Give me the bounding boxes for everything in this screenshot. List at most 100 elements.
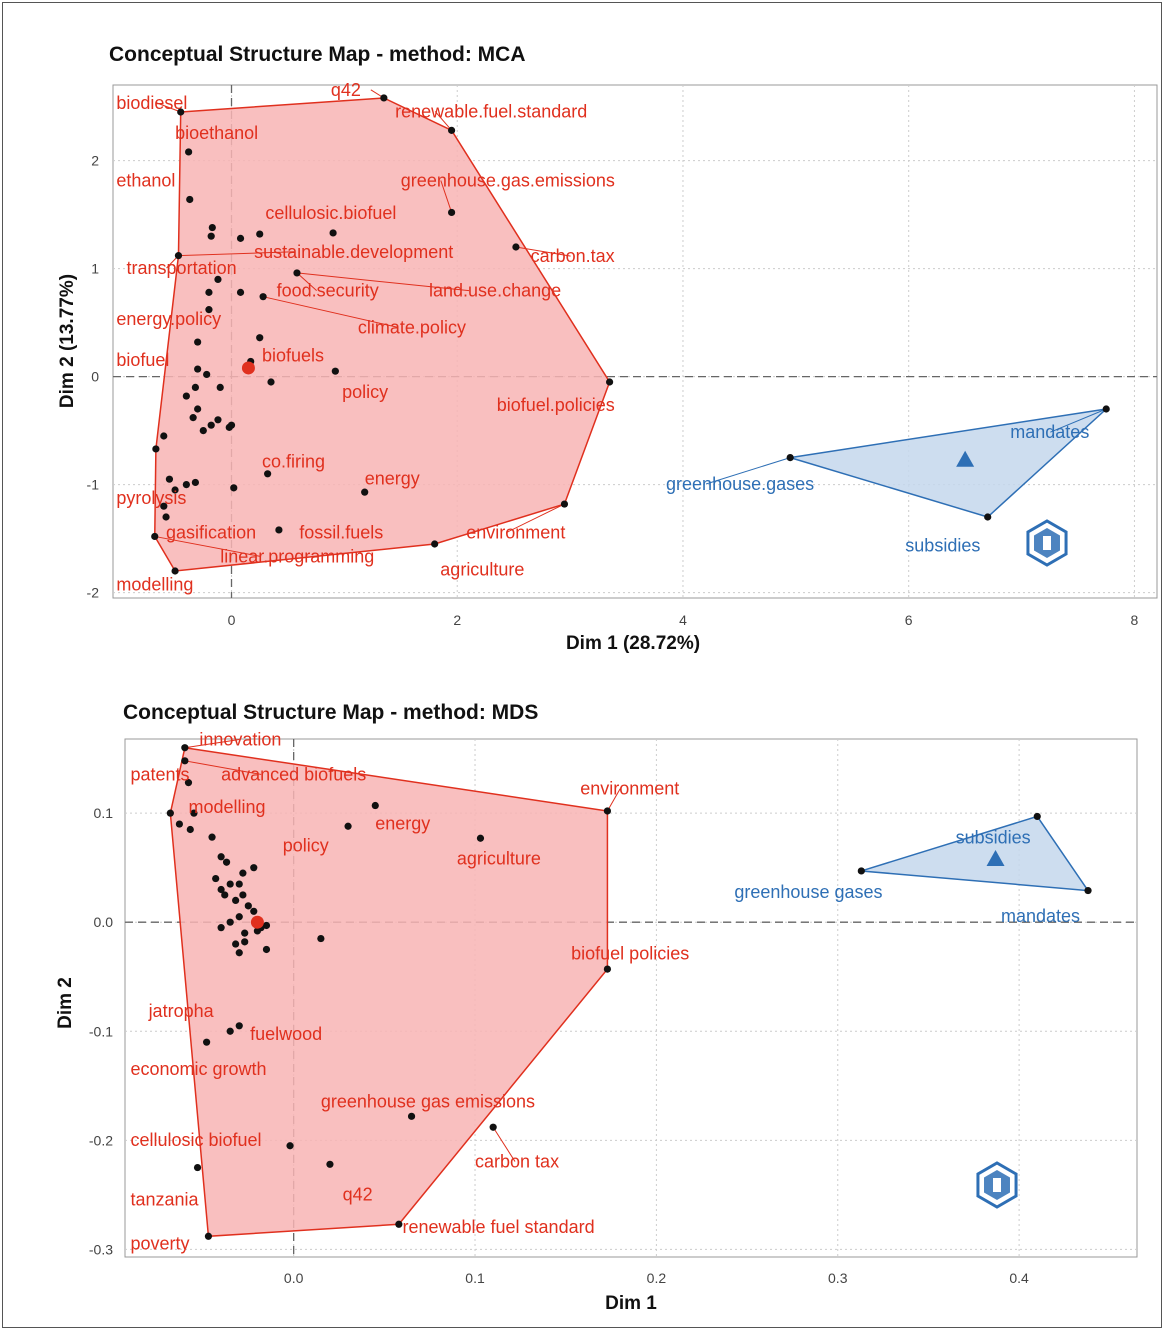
- mca-cluster-1-point: [214, 416, 222, 424]
- mca-cluster-1-point: [275, 526, 283, 534]
- mca-cluster-1-point: [171, 567, 179, 575]
- mds-cluster-2-point: [1084, 886, 1092, 895]
- mca-cluster-1-point: [174, 252, 183, 260]
- mca-cluster-1-point: [182, 481, 190, 489]
- mca-y-axis-label: Dim 2 (13.77%): [57, 274, 78, 408]
- mds-cluster-1-point: [193, 1163, 202, 1172]
- mca-cluster-1-point: [447, 126, 456, 134]
- mca-cluster-1-point: [177, 108, 185, 116]
- mds-y-tick-label: 0.1: [94, 805, 114, 821]
- mds-cluster-1-term-label: jatropha: [148, 1001, 215, 1021]
- mca-cluster-1-point: [151, 532, 159, 541]
- mds-x-tick-label: 0.2: [647, 1270, 667, 1286]
- mds-cluster-1-point: [250, 907, 258, 915]
- mca-points: [151, 94, 1110, 575]
- mca-cluster-1-term-label: modelling: [116, 574, 193, 594]
- mca-cluster-1-term-label: land.use.change: [429, 281, 561, 301]
- mds-cluster-1-point: [235, 913, 243, 921]
- mca-cluster-1-point: [189, 414, 197, 422]
- mds-cluster-1-point: [250, 864, 258, 872]
- mca-cluster-1-point: [214, 275, 222, 283]
- mds-y-tick-label: -0.1: [89, 1023, 113, 1039]
- mds-cluster-2-term-label: mandates: [1001, 906, 1080, 926]
- mds-centroids: [250, 849, 1005, 929]
- mca-panel: Conceptual Structure Map - method: MCA b…: [57, 43, 1158, 654]
- mds-chart-title: Conceptual Structure Map - method: MDS: [123, 701, 538, 724]
- mca-cluster-1-point: [160, 432, 168, 440]
- mca-cluster-1-point: [447, 208, 456, 217]
- mds-cluster-1-point: [262, 945, 271, 954]
- mca-cluster-1-point: [267, 378, 275, 386]
- mca-cluster-1-term-label: energy: [365, 469, 420, 489]
- mca-term-labels: biodiesel q42 renewable.fuel.standard bioet…: [116, 80, 1089, 595]
- mds-tick-labels: 0.0 0.1 0.2 0.3 0.4 -0.3 -0.2 -0.1 0.0 0.1: [89, 805, 1029, 1286]
- mca-cluster-1-point: [171, 486, 179, 494]
- mca-cluster-1-point: [329, 229, 337, 237]
- mds-plot-area: [124, 738, 1138, 1258]
- mds-cluster-hulls: [169, 746, 1090, 1238]
- mds-cluster-1-point: [235, 1022, 243, 1030]
- mds-cluster-1-point: [241, 938, 249, 946]
- mca-cluster-1-term-label: ethanol: [116, 171, 175, 191]
- mca-cluster-1-point: [205, 288, 213, 296]
- mds-label-leaders: [184, 739, 621, 1162]
- mds-x-tick-label: 0.3: [828, 1270, 848, 1286]
- mds-cluster-1-term-label: carbon tax: [475, 1152, 559, 1172]
- mds-cluster-1-point: [395, 1220, 403, 1228]
- mca-x-axis-label: Dim 1 (28.72%): [566, 633, 700, 654]
- mds-term-labels: innovation patents advanced biofuels modell…: [130, 730, 1080, 1254]
- mds-cluster-1-term-label: q42: [343, 1184, 373, 1204]
- mca-cluster-1-point: [160, 502, 168, 510]
- mca-cluster-1-leader-line: [515, 246, 571, 257]
- mca-cluster-1-point: [264, 470, 272, 478]
- mca-cluster-1-point: [207, 421, 215, 429]
- mca-cluster-1-term-label: transportation: [127, 258, 237, 278]
- mca-cluster-1-point: [560, 500, 569, 508]
- mds-cluster-2-term-label: greenhouse gases: [734, 882, 882, 902]
- mds-cluster-1-point: [217, 885, 225, 894]
- mca-y-tick-label: -1: [87, 477, 100, 493]
- mds-x-tick-label: 0.0: [284, 1270, 304, 1286]
- mca-x-tick-label: 4: [679, 612, 687, 628]
- mds-cluster-1-term-label: energy: [375, 814, 430, 834]
- mca-cluster-1-point: [236, 288, 245, 296]
- mca-cluster-1-point: [256, 230, 264, 238]
- mds-cluster-1-point: [221, 891, 229, 899]
- mca-cluster-2-term-label: greenhouse.gases: [666, 474, 814, 494]
- mds-cluster-2-point: [1033, 812, 1041, 821]
- mca-cluster-1-term-label: bioethanol: [175, 123, 258, 143]
- mds-cluster-1-term-label: greenhouse gas emissions: [321, 1092, 535, 1112]
- mca-cluster-1-term-label: policy: [342, 382, 388, 402]
- mds-cluster-2-term-label: subsidies: [956, 828, 1031, 848]
- mca-cluster-1-term-label: climate.policy: [358, 317, 466, 337]
- mds-cluster-1-centroid: [250, 915, 264, 929]
- mca-plot-area: [112, 84, 1158, 599]
- mca-cluster-hulls: [154, 97, 1109, 572]
- mca-cluster-2-centroid: [956, 450, 975, 467]
- mca-cluster-1-point: [331, 367, 339, 375]
- mds-cluster-1-point: [244, 902, 252, 910]
- mds-points: [166, 744, 1092, 1240]
- mds-cluster-1-point: [317, 934, 325, 943]
- mds-cluster-1-term-label: innovation: [199, 730, 281, 750]
- mds-y-axis-label: Dim 2: [55, 977, 76, 1029]
- mca-cluster-1-point: [191, 478, 199, 487]
- mds-cluster-1-term-label: tanzania: [130, 1190, 199, 1210]
- mds-cluster-1-point: [489, 1123, 497, 1131]
- mca-cluster-1-leader-line: [156, 102, 181, 113]
- mca-cluster-1-point: [162, 513, 170, 521]
- mds-cluster-1-leader-line: [606, 788, 621, 812]
- mca-centroids: [241, 361, 975, 467]
- mca-cluster-1-point: [207, 232, 215, 240]
- mca-cluster-1-term-label: gasification: [166, 523, 256, 543]
- mds-cluster-2-centroid: [986, 849, 1005, 866]
- mca-logo: [1026, 519, 1068, 567]
- mds-panel: Conceptual Structure Map - method: MDS i…: [55, 701, 1138, 1314]
- mca-cluster-2-point: [1102, 405, 1110, 413]
- mca-cluster-1-point: [293, 269, 301, 277]
- mca-label-leaders: [154, 89, 1107, 557]
- mca-cluster-1-point: [182, 392, 190, 400]
- mds-cluster-1-point: [226, 918, 234, 926]
- mds-cluster-1-point: [262, 921, 271, 930]
